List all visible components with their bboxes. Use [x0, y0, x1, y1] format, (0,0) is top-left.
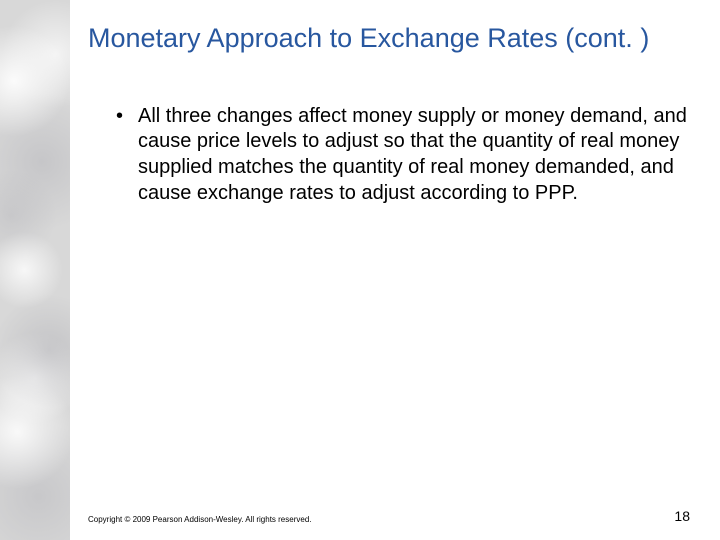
bullet-item: All three changes affect money supply or… [116, 104, 690, 206]
copyright-text: Copyright © 2009 Pearson Addison-Wesley.… [88, 515, 312, 524]
page-number: 18 [674, 508, 690, 524]
slide-footer: Copyright © 2009 Pearson Addison-Wesley.… [88, 508, 690, 524]
marble-sidebar [0, 0, 70, 540]
slide-container: Monetary Approach to Exchange Rates (con… [0, 0, 720, 540]
bullet-list: All three changes affect money supply or… [88, 104, 690, 206]
slide-content: Monetary Approach to Exchange Rates (con… [70, 0, 720, 540]
slide-title: Monetary Approach to Exchange Rates (con… [88, 22, 690, 56]
